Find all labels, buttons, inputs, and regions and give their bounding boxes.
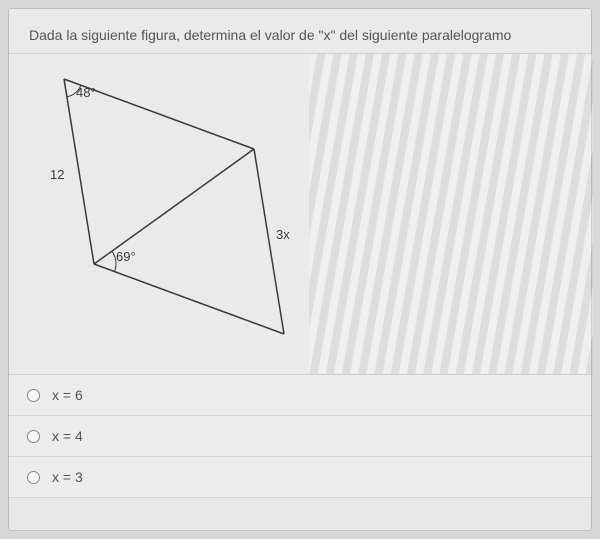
svg-text:3x: 3x [276, 227, 290, 242]
option-row[interactable]: x = 4 [9, 416, 591, 457]
option-label: x = 4 [52, 428, 83, 444]
radio-icon [27, 471, 40, 484]
svg-text:48°: 48° [76, 85, 96, 100]
radio-icon [27, 389, 40, 402]
options-list: x = 6 x = 4 x = 3 [9, 374, 591, 498]
svg-text:69°: 69° [116, 249, 136, 264]
svg-text:12: 12 [50, 167, 64, 182]
radio-icon [27, 430, 40, 443]
question-area: Dada la siguiente figura, determina el v… [9, 9, 591, 54]
option-label: x = 3 [52, 469, 83, 485]
parallelogram-diagram: 48° 69° 12 3x [24, 59, 354, 359]
option-row[interactable]: x = 6 [9, 375, 591, 416]
question-text: Dada la siguiente figura, determina el v… [29, 27, 571, 43]
option-row[interactable]: x = 3 [9, 457, 591, 498]
option-label: x = 6 [52, 387, 83, 403]
question-card: Dada la siguiente figura, determina el v… [8, 8, 592, 531]
figure-area: 48° 69° 12 3x [9, 54, 591, 374]
